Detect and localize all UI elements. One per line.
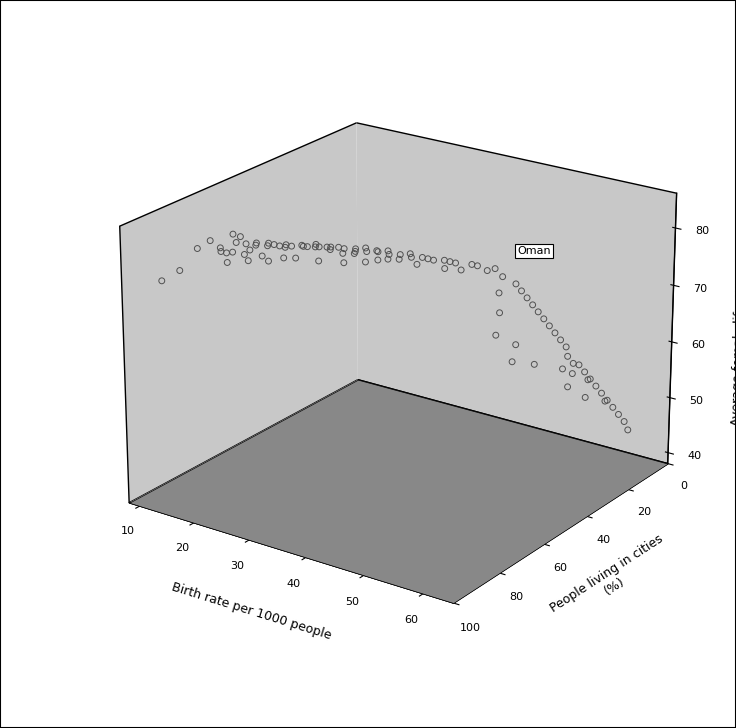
Y-axis label: People living in cities
(%): People living in cities (%) [548,533,673,628]
X-axis label: Birth rate per 1000 people: Birth rate per 1000 people [170,581,333,643]
